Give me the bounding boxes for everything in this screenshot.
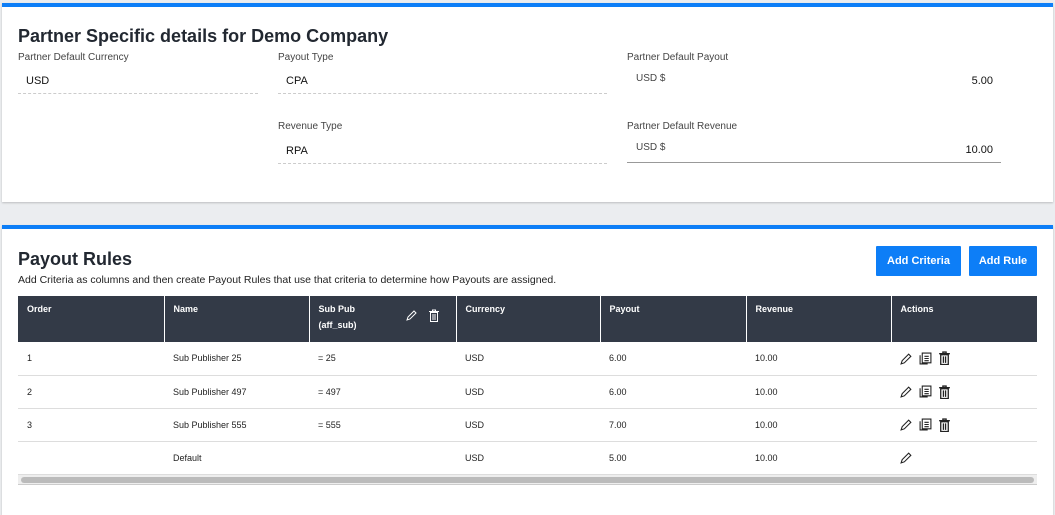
col-subpub-title: Sub Pub — [318, 304, 356, 314]
cell-subpub — [309, 441, 456, 475]
cell-subpub: = 25 — [309, 342, 456, 376]
cell-currency: USD — [456, 342, 600, 376]
cell-actions — [891, 441, 1037, 475]
cell-name: Sub Publisher 497 — [164, 375, 309, 409]
cell-payout: 6.00 — [600, 342, 746, 376]
default-payout-label: Partner Default Payout — [627, 52, 729, 63]
default-revenue-value: 10.00 — [965, 144, 993, 156]
cell-name: Default — [164, 441, 309, 475]
col-name: Name — [164, 296, 310, 342]
cell-actions — [891, 408, 1037, 442]
delete-icon[interactable] — [938, 351, 951, 366]
col-subpub-param: (aff_sub) — [318, 320, 357, 330]
col-currency: Currency — [456, 296, 601, 342]
cell-actions — [891, 342, 1037, 376]
edit-icon[interactable] — [900, 451, 913, 464]
cell-payout: 5.00 — [600, 441, 746, 475]
page-title: Partner Specific details for Demo Compan… — [18, 26, 389, 46]
scrollbar-thumb[interactable] — [21, 477, 1034, 483]
cell-order: 1 — [18, 342, 164, 376]
cell-payout: 6.00 — [600, 375, 746, 409]
cell-order: 2 — [18, 375, 164, 409]
revenue-type-label: Revenue Type — [278, 121, 343, 132]
edit-icon[interactable] — [900, 385, 913, 398]
payout-rules-card: Payout Rules Add Criteria as columns and… — [2, 225, 1053, 515]
cell-currency: USD — [456, 441, 600, 475]
cell-order — [18, 441, 164, 475]
cell-order: 3 — [18, 408, 164, 442]
default-payout-currency: USD $ — [636, 73, 666, 84]
add-criteria-button[interactable]: Add Criteria — [876, 246, 961, 276]
col-subpub: Sub Pub (aff_sub) — [309, 296, 457, 342]
pencil-icon[interactable] — [405, 309, 418, 321]
default-payout-value: 5.00 — [971, 75, 993, 87]
currency-field[interactable]: USD — [18, 66, 258, 94]
horizontal-scrollbar[interactable] — [18, 475, 1037, 485]
cell-currency: USD — [456, 375, 600, 409]
table-row: 2 Sub Publisher 497 = 497 USD 6.00 10.00 — [18, 375, 1037, 409]
payout-type-field[interactable]: CPA — [278, 66, 607, 94]
cell-currency: USD — [456, 408, 600, 442]
edit-icon[interactable] — [900, 418, 913, 431]
cell-revenue: 10.00 — [746, 441, 891, 475]
delete-icon[interactable] — [938, 384, 951, 399]
table-row: 1 Sub Publisher 25 = 25 USD 6.00 10.00 — [18, 342, 1037, 376]
cell-revenue: 10.00 — [746, 408, 891, 442]
trash-icon[interactable] — [428, 309, 440, 322]
table-row: Default USD 5.00 10.00 — [18, 441, 1037, 475]
add-rule-button[interactable]: Add Rule — [969, 246, 1037, 276]
col-revenue: Revenue — [746, 296, 892, 342]
copy-icon[interactable] — [919, 418, 932, 431]
cell-subpub: = 555 — [309, 408, 456, 442]
section-description: Add Criteria as columns and then create … — [18, 274, 557, 286]
cell-name: Sub Publisher 25 — [164, 342, 309, 376]
currency-label: Partner Default Currency — [18, 52, 129, 63]
partner-details-card: Partner Specific details for Demo Compan… — [2, 3, 1053, 202]
cell-actions — [891, 375, 1037, 409]
cell-revenue: 10.00 — [746, 342, 891, 376]
default-payout-field[interactable]: USD $ 5.00 — [627, 66, 1001, 94]
default-revenue-field[interactable]: USD $ 10.00 — [627, 135, 1001, 163]
default-revenue-label: Partner Default Revenue — [627, 121, 738, 132]
cell-revenue: 10.00 — [746, 375, 891, 409]
cell-payout: 7.00 — [600, 408, 746, 442]
col-actions: Actions — [891, 296, 1037, 342]
revenue-type-field[interactable]: RPA — [278, 136, 607, 164]
section-title: Payout Rules — [18, 249, 133, 269]
copy-icon[interactable] — [919, 385, 932, 398]
table-row: 3 Sub Publisher 555 = 555 USD 7.00 10.00 — [18, 408, 1037, 442]
cell-name: Sub Publisher 555 — [164, 408, 309, 442]
payout-type-label: Payout Type — [278, 52, 334, 63]
default-revenue-currency: USD $ — [636, 142, 666, 153]
payout-rules-table: Order Name Sub Pub (aff_sub) Currency Pay… — [18, 296, 1037, 475]
copy-icon[interactable] — [919, 352, 932, 365]
col-order: Order — [18, 296, 165, 342]
edit-icon[interactable] — [900, 352, 913, 365]
delete-icon[interactable] — [938, 417, 951, 432]
col-payout: Payout — [600, 296, 747, 342]
cell-subpub: = 497 — [309, 375, 456, 409]
